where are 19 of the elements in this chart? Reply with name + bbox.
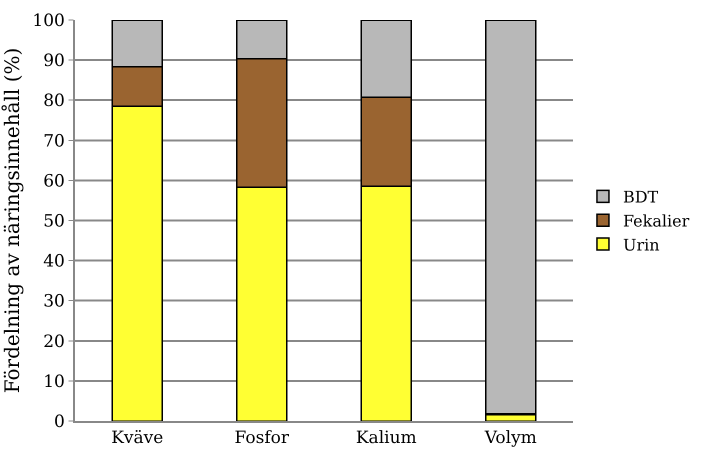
y-tick-label: 70 bbox=[43, 131, 65, 152]
y-tick-label: 10 bbox=[43, 372, 65, 392]
y-tick-label: 50 bbox=[43, 211, 65, 232]
legend-label: Fekalier bbox=[622, 211, 690, 230]
y-tick-label: 30 bbox=[43, 292, 65, 312]
y-tick-label: 0 bbox=[54, 412, 65, 432]
y-tick-label: 40 bbox=[43, 252, 65, 272]
y-tick-label: 100 bbox=[32, 10, 65, 31]
x-tick-label: Kväve bbox=[111, 428, 164, 448]
legend-label: BDT bbox=[622, 188, 659, 207]
y-tick-label: 90 bbox=[43, 51, 65, 72]
x-tick-label: Volym bbox=[484, 428, 537, 448]
y-tick-label: 60 bbox=[43, 171, 65, 192]
y-tick-label: 20 bbox=[43, 332, 65, 352]
legend-label: Urin bbox=[622, 235, 660, 254]
x-tick-label: Fosfor bbox=[234, 428, 290, 448]
y-tick-label: 80 bbox=[43, 91, 65, 112]
x-tick-label: Kalium bbox=[356, 428, 417, 448]
y-axis-title: Fördelning av näringsinnehåll (%) bbox=[0, 48, 24, 394]
